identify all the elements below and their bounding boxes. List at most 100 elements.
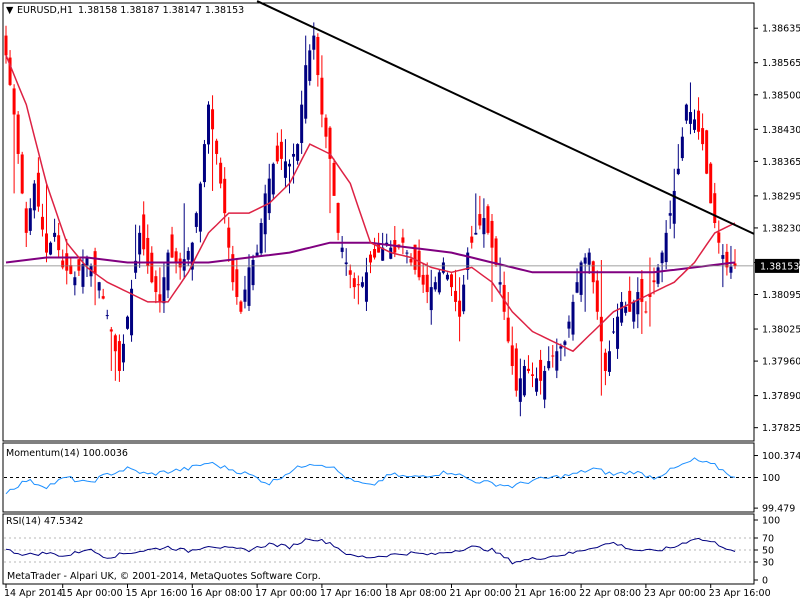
- candle: [4, 25, 8, 64]
- momentum-tick-label: 99.479: [762, 504, 795, 515]
- candle-body: [292, 153, 296, 157]
- trendline: [256, 0, 755, 235]
- candle: [174, 247, 178, 274]
- candle-body: [697, 110, 701, 132]
- candle-body: [555, 351, 559, 371]
- candle-body: [207, 104, 210, 145]
- candle: [684, 103, 688, 124]
- candle: [320, 55, 324, 128]
- candle-body: [478, 214, 482, 226]
- candle-body: [676, 168, 680, 175]
- candle-body: [162, 277, 166, 304]
- candle: [607, 340, 611, 376]
- momentum-plot[interactable]: [4, 457, 754, 495]
- main-plot[interactable]: [4, 0, 755, 417]
- candle-body: [182, 259, 186, 271]
- candle: [587, 248, 591, 274]
- candle-body: [279, 141, 283, 159]
- current-price-badge: [755, 258, 799, 273]
- candle-body: [433, 282, 437, 290]
- price-tick-label: 1.38365: [762, 157, 800, 168]
- candle-body: [251, 259, 255, 286]
- candle-body: [369, 254, 372, 263]
- candle: [324, 114, 328, 149]
- candle-body: [40, 216, 44, 230]
- candle-body: [154, 276, 158, 293]
- candle-body: [668, 213, 672, 216]
- candle-body: [490, 220, 494, 248]
- candle-body: [20, 154, 24, 194]
- candle-body: [636, 292, 640, 315]
- candle: [348, 264, 352, 289]
- candle: [539, 349, 543, 395]
- candle-body: [644, 311, 648, 313]
- candle-body: [109, 329, 113, 332]
- candle: [454, 269, 458, 312]
- candle: [648, 257, 652, 327]
- candle: [579, 260, 583, 302]
- candle-body: [146, 237, 150, 266]
- rsi-tick-label: 30: [762, 558, 774, 569]
- candle-body: [705, 130, 709, 174]
- candle: [263, 184, 267, 253]
- candle: [583, 253, 587, 312]
- candle: [182, 203, 186, 280]
- candle-body: [717, 232, 721, 243]
- candle-body: [543, 370, 547, 400]
- candle: [32, 180, 36, 219]
- price-tick-label: 1.38025: [762, 325, 800, 336]
- price-tick-label: 1.37890: [762, 391, 800, 402]
- rsi-tick-label: 0: [762, 576, 768, 587]
- price-tick-label: 1.37960: [762, 357, 800, 368]
- candle-body: [652, 280, 656, 283]
- candle: [109, 326, 113, 371]
- candle-body: [117, 341, 121, 371]
- price-tick-label: 1.38095: [762, 290, 800, 301]
- candle-body: [656, 267, 660, 284]
- price-tick-label: 1.38565: [762, 58, 800, 69]
- momentum-line: [5, 457, 736, 495]
- candle-body: [559, 346, 563, 349]
- candle: [543, 365, 547, 409]
- chart-symbol-label: EURUSD,H1: [17, 5, 73, 16]
- candle-body: [680, 136, 684, 159]
- candle-body: [211, 109, 215, 130]
- candle-body: [466, 252, 470, 270]
- candle-body: [571, 301, 575, 335]
- candle: [510, 326, 514, 375]
- candle: [45, 183, 48, 263]
- candle: [117, 334, 121, 382]
- candle-body: [332, 162, 336, 196]
- candle-body: [373, 249, 377, 258]
- candle-body: [612, 331, 615, 333]
- candle-body: [239, 301, 243, 312]
- candle: [567, 315, 571, 338]
- candle: [535, 367, 539, 396]
- candle: [202, 139, 206, 188]
- candle: [490, 213, 494, 302]
- time-tick-label: 17 Apr 00:00: [255, 588, 317, 599]
- price-tick-label: 1.38295: [762, 191, 800, 202]
- candle-body: [494, 238, 498, 265]
- candle-body: [340, 247, 344, 252]
- candle: [275, 132, 279, 164]
- candle: [308, 44, 312, 86]
- candle-body: [709, 163, 713, 204]
- candle-body: [16, 114, 20, 154]
- chart-dropdown-icon[interactable]: ▼: [6, 5, 14, 16]
- candle-body: [275, 145, 279, 162]
- candle-body: [158, 294, 162, 302]
- candle-body: [186, 250, 190, 260]
- candle: [121, 334, 125, 371]
- candle-body: [308, 50, 312, 81]
- time-tick-label: 23 Apr 00:00: [644, 588, 706, 599]
- candle-body: [73, 277, 77, 286]
- candle-body: [320, 77, 324, 115]
- candle: [697, 97, 701, 140]
- rsi-plot[interactable]: [4, 537, 754, 565]
- candle: [24, 201, 28, 248]
- candle: [482, 198, 486, 248]
- candle-body: [733, 263, 737, 266]
- candle-body: [101, 296, 105, 299]
